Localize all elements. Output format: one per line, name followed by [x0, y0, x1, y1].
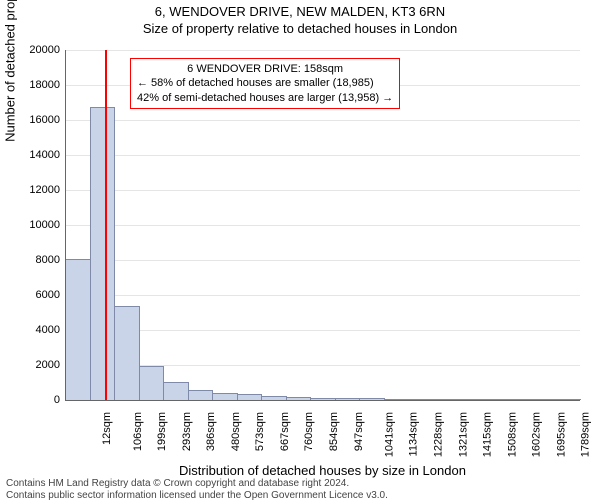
x-tick-label: 854sqm — [328, 412, 340, 451]
grid-line — [65, 155, 580, 156]
histogram-bar — [188, 390, 214, 400]
histogram-bar — [163, 382, 189, 400]
x-tick-label: 1508sqm — [506, 412, 518, 457]
y-tick-label: 0 — [20, 394, 60, 406]
x-tick-label: 1041sqm — [383, 412, 395, 457]
grid-line — [65, 295, 580, 296]
x-tick-label: 667sqm — [279, 412, 291, 451]
annotation-box: 6 WENDOVER DRIVE: 158sqm ← 58% of detach… — [130, 58, 400, 109]
x-axis-line — [65, 400, 580, 401]
footer-line-2: Contains public sector information licen… — [6, 490, 388, 502]
x-tick-label: 199sqm — [156, 412, 168, 451]
x-tick-label: 106sqm — [132, 412, 144, 451]
x-tick-label: 1321sqm — [457, 412, 469, 457]
property-marker-line — [105, 50, 107, 400]
grid-line — [65, 330, 580, 331]
footer-attribution: Contains HM Land Registry data © Crown c… — [6, 478, 388, 502]
x-tick-label: 1695sqm — [555, 412, 567, 457]
histogram-bar — [212, 393, 238, 400]
y-axis-label: Number of detached properties — [3, 0, 18, 142]
x-tick-label: 480sqm — [230, 412, 242, 451]
y-tick-label: 10000 — [20, 219, 60, 231]
histogram-bar — [139, 366, 165, 400]
histogram-bar — [114, 306, 140, 400]
x-tick-label: 760sqm — [304, 412, 316, 451]
y-tick-label: 4000 — [20, 324, 60, 336]
x-tick-label: 1602sqm — [530, 412, 542, 457]
y-tick-label: 20000 — [20, 44, 60, 56]
x-tick-label: 947sqm — [353, 412, 365, 451]
x-axis-label: Distribution of detached houses by size … — [65, 463, 580, 478]
chart-subtitle: Size of property relative to detached ho… — [0, 21, 600, 36]
grid-line — [65, 190, 580, 191]
y-tick-label: 16000 — [20, 114, 60, 126]
histogram-bar — [65, 259, 91, 400]
chart-container: 6, WENDOVER DRIVE, NEW MALDEN, KT3 6RN S… — [0, 4, 600, 504]
x-tick-label: 12sqm — [101, 412, 113, 445]
x-tick-label: 573sqm — [255, 412, 267, 451]
y-tick-label: 2000 — [20, 359, 60, 371]
y-tick-label: 14000 — [20, 149, 60, 161]
annotation-line-2: ← 58% of detached houses are smaller (18… — [137, 76, 393, 90]
y-tick-label: 6000 — [20, 289, 60, 301]
y-axis-line — [65, 50, 66, 400]
annotation-line-1: 6 WENDOVER DRIVE: 158sqm — [137, 62, 393, 76]
x-tick-label: 1134sqm — [407, 412, 419, 456]
y-tick-label: 18000 — [20, 79, 60, 91]
x-tick-label: 293sqm — [181, 412, 193, 451]
histogram-bar — [90, 107, 116, 400]
y-tick-label: 12000 — [20, 184, 60, 196]
x-tick-label: 1415sqm — [481, 412, 493, 457]
grid-line — [65, 120, 580, 121]
annotation-line-3: 42% of semi-detached houses are larger (… — [137, 91, 393, 105]
x-tick-label: 1228sqm — [432, 412, 444, 457]
grid-line — [65, 225, 580, 226]
x-tick-label: 1789sqm — [579, 412, 591, 457]
y-tick-label: 8000 — [20, 254, 60, 266]
grid-line — [65, 260, 580, 261]
footer-line-1: Contains HM Land Registry data © Crown c… — [6, 478, 388, 490]
x-tick-label: 386sqm — [205, 412, 217, 451]
chart-title: 6, WENDOVER DRIVE, NEW MALDEN, KT3 6RN — [0, 4, 600, 19]
grid-line — [65, 50, 580, 51]
